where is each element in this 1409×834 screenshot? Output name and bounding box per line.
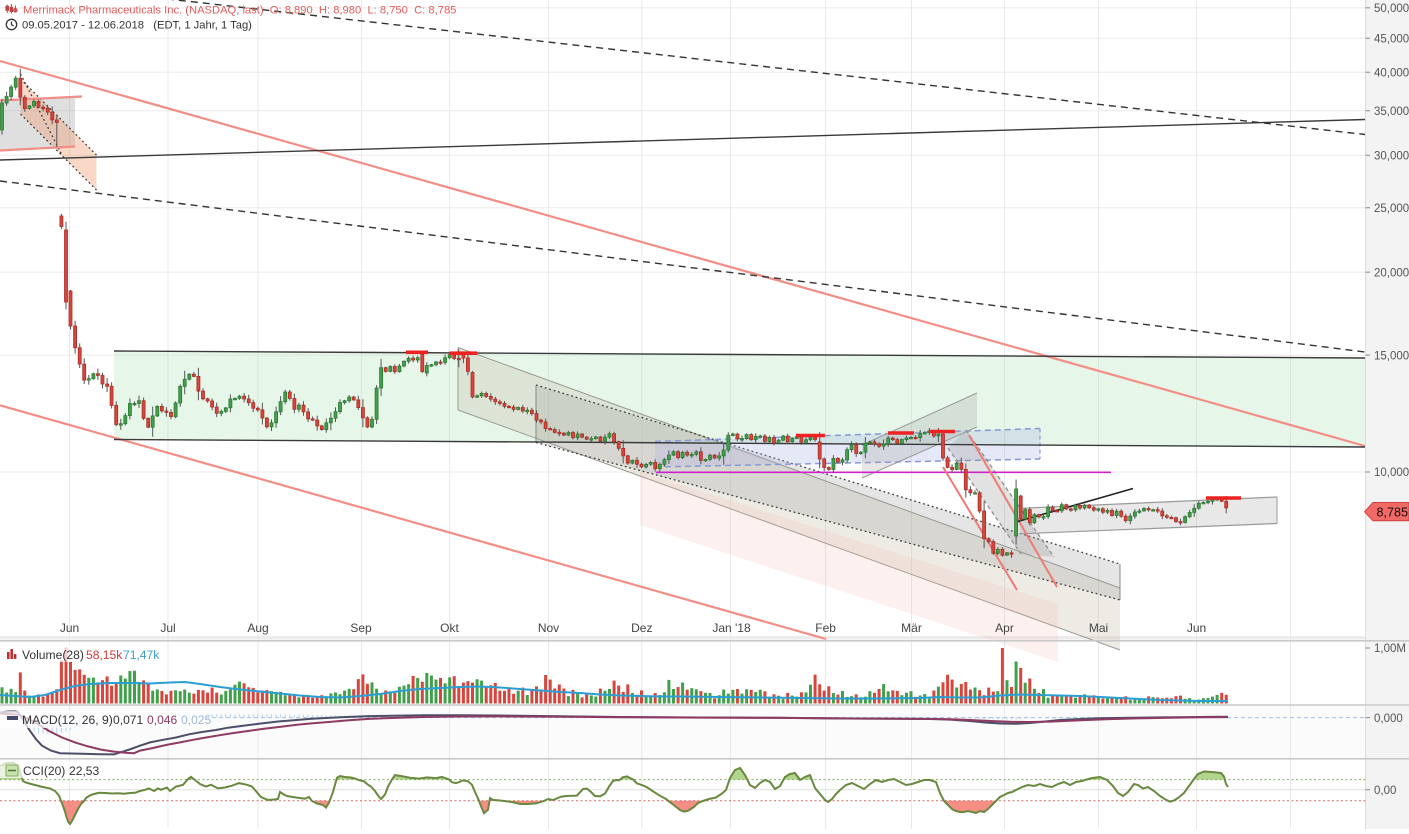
svg-text:0,046: 0,046 [147, 713, 178, 727]
svg-text:40,000: 40,000 [1374, 67, 1409, 79]
svg-text:58,15k: 58,15k [86, 648, 123, 662]
svg-text:0,000: 0,000 [1374, 713, 1403, 725]
svg-text:10,000: 10,000 [1374, 467, 1409, 479]
svg-text:MACD(12, 26, 9): MACD(12, 26, 9) [22, 713, 113, 727]
svg-text:0,071: 0,071 [113, 713, 144, 727]
svg-text:50,000: 50,000 [1374, 3, 1409, 15]
svg-text:CCI(20): CCI(20) [23, 764, 65, 778]
svg-text:Jan '18: Jan '18 [712, 621, 751, 635]
svg-text:22,53: 22,53 [69, 764, 100, 778]
svg-text:Aug: Aug [247, 621, 268, 635]
svg-text:Jul: Jul [160, 621, 175, 635]
svg-text:Mai: Mai [1089, 621, 1108, 635]
svg-text:45,000: 45,000 [1374, 34, 1409, 46]
svg-text:Okt: Okt [440, 621, 459, 635]
svg-text:71,47k: 71,47k [123, 648, 160, 662]
svg-text:Mär: Mär [901, 621, 922, 635]
svg-text:25,000: 25,000 [1374, 203, 1409, 215]
svg-text:20,000: 20,000 [1374, 267, 1409, 279]
svg-text:Jun: Jun [60, 621, 79, 635]
svg-text:15,000: 15,000 [1374, 350, 1409, 362]
svg-text:0,00: 0,00 [1374, 785, 1396, 797]
svg-text:Apr: Apr [995, 621, 1014, 635]
svg-text:Sep: Sep [350, 621, 372, 635]
svg-text:Dez: Dez [631, 621, 652, 635]
svg-text:8,785: 8,785 [1377, 505, 1409, 519]
svg-text:0,025: 0,025 [181, 713, 212, 727]
svg-text:Merrimack Pharmaceuticals Inc.: Merrimack Pharmaceuticals Inc. (NASDAQ, … [23, 5, 456, 17]
svg-text:Nov: Nov [538, 621, 559, 635]
svg-text:1,00M: 1,00M [1374, 643, 1406, 655]
svg-text:09.05.2017 - 12.06.2018 (EDT: 09.05.2017 - 12.06.2018 (EDT, 1 Jahr, 1 … [22, 20, 252, 32]
svg-text:Feb: Feb [815, 621, 836, 635]
svg-text:Jun: Jun [1187, 621, 1206, 635]
svg-text:Volume(28): Volume(28) [22, 648, 84, 662]
svg-text:30,000: 30,000 [1374, 150, 1409, 162]
svg-text:35,000: 35,000 [1374, 106, 1409, 118]
